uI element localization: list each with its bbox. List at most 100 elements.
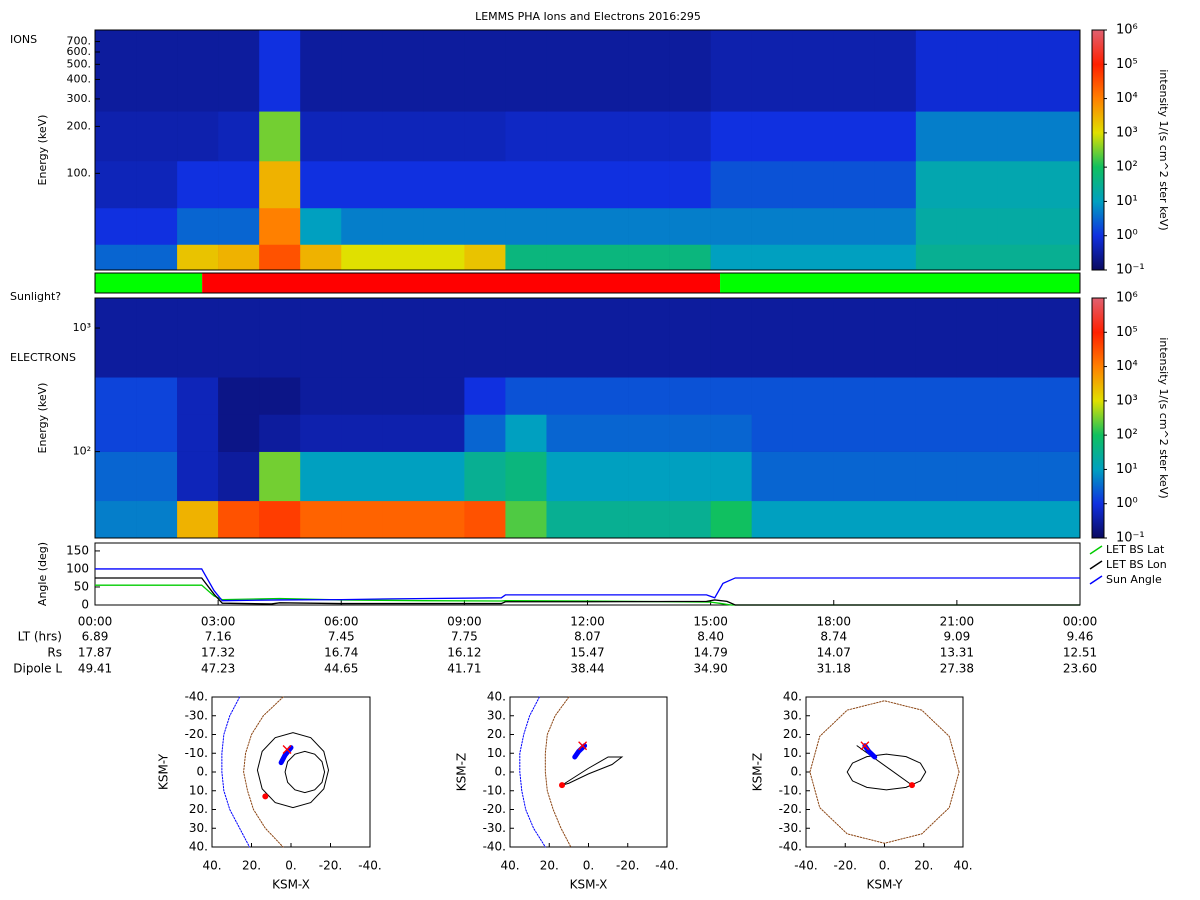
- y-tick-label: -30.: [483, 821, 506, 835]
- heat-cell: [751, 207, 794, 245]
- ephemeris-value: 27.38: [940, 662, 974, 676]
- x-tick-label: -40.: [655, 859, 678, 873]
- heat-cell: [1038, 160, 1081, 209]
- y-axis-label: KSM-Z: [455, 753, 469, 791]
- heat-cell: [874, 451, 917, 502]
- heat-cell: [177, 160, 219, 209]
- heat-cell: [546, 414, 588, 452]
- y-tick-label: -20.: [185, 727, 208, 741]
- heat-cell: [833, 414, 876, 452]
- heat-cell: [997, 377, 1040, 415]
- heat-cell: [956, 298, 999, 378]
- y-tick-label: 20.: [189, 802, 208, 816]
- heat-cell: [956, 451, 999, 502]
- heat-cell: [300, 377, 342, 415]
- y-axis-label: Energy (keV): [36, 115, 49, 186]
- plot-frame: [94, 542, 1081, 606]
- heat-cell: [464, 414, 506, 452]
- colorbar-tick-label: 10³: [1116, 125, 1138, 140]
- heat-cell: [915, 111, 958, 162]
- orbit-line: [856, 745, 913, 786]
- ephemeris-label: Dipole L: [13, 662, 62, 676]
- heat-cell: [669, 500, 711, 539]
- heat-cell: [300, 414, 342, 452]
- heat-cell: [95, 207, 137, 245]
- angle-line: [95, 577, 1080, 606]
- heat-cell: [792, 207, 835, 245]
- heat-cell: [833, 500, 876, 539]
- x-tick-label: 15:00: [693, 615, 728, 629]
- heat-cell: [341, 500, 383, 539]
- colorbar: [1091, 297, 1105, 539]
- heat-cell: [95, 298, 137, 378]
- ephemeris-value: 7.45: [328, 630, 355, 644]
- heat-cell: [300, 451, 342, 502]
- colorbar-tick-label: 10⁴: [1116, 91, 1138, 106]
- heat-cell: [341, 298, 383, 378]
- heat-cell: [218, 207, 260, 245]
- heat-cell: [997, 298, 1040, 378]
- heat-cell: [546, 207, 588, 245]
- heat-cell: [546, 377, 588, 415]
- heat-cell: [874, 207, 917, 245]
- ephemeris-value: 13.31: [940, 646, 974, 660]
- heat-cell: [710, 244, 752, 271]
- heat-cell: [874, 377, 917, 415]
- heat-cell: [751, 414, 794, 452]
- heat-cell: [136, 298, 178, 378]
- heat-cell: [341, 377, 383, 415]
- heat-cell: [669, 414, 711, 452]
- y-tick-label: -40.: [483, 840, 506, 854]
- heat-cell: [997, 30, 1040, 112]
- heat-cell: [1038, 244, 1081, 271]
- orbit-line: [256, 732, 330, 809]
- heat-cell: [136, 111, 178, 162]
- heat-cell: [874, 30, 917, 112]
- colorbar-tick-label: 10²: [1116, 428, 1138, 443]
- ephemeris-value: 15.47: [570, 646, 604, 660]
- y-tick-label: -30.: [185, 708, 208, 722]
- heat-cell: [587, 500, 629, 539]
- heat-cell: [300, 207, 342, 245]
- x-tick-label: 06:00: [324, 615, 359, 629]
- heat-cell: [300, 30, 342, 112]
- heat-cell: [95, 160, 137, 209]
- heat-cell: [259, 298, 301, 378]
- y-axis-label: KSM-Y: [157, 753, 171, 790]
- x-tick-label: 20.: [540, 859, 559, 873]
- y-tick-label: 20.: [783, 727, 802, 741]
- heat-cell: [669, 451, 711, 502]
- y-tick-label: 10³: [73, 321, 91, 334]
- heat-cell: [915, 298, 958, 378]
- heat-cell: [382, 160, 424, 209]
- heat-cell: [382, 298, 424, 378]
- y-tick-label: 0.: [495, 765, 506, 779]
- heat-cell: [423, 298, 465, 378]
- x-tick-label: -40.: [794, 859, 817, 873]
- ephemeris-value: 23.60: [1063, 662, 1097, 676]
- heat-cell: [874, 160, 917, 209]
- heat-cell: [997, 160, 1040, 209]
- heat-cell: [341, 30, 383, 112]
- x-tick-label: 03:00: [201, 615, 236, 629]
- heat-cell: [382, 111, 424, 162]
- heat-cell: [997, 451, 1040, 502]
- heat-cell: [1038, 500, 1081, 539]
- heat-cell: [915, 207, 958, 245]
- y-tick-label: 40.: [487, 690, 506, 704]
- heat-cell: [505, 414, 547, 452]
- ephemeris-value: 49.41: [78, 662, 112, 676]
- heat-cell: [300, 244, 342, 271]
- x-tick-label: 40.: [202, 859, 221, 873]
- colorbar-tick-label: 10⁰: [1116, 228, 1138, 243]
- heat-cell: [956, 244, 999, 271]
- orbit-line: [572, 743, 588, 760]
- x-axis-label: KSM-X: [570, 878, 608, 892]
- heat-cell: [177, 451, 219, 502]
- plot-frame: [94, 297, 1081, 539]
- heat-cell: [505, 30, 547, 112]
- heat-cell: [915, 377, 958, 415]
- heat-cell: [751, 30, 794, 112]
- colorbar-tick-label: 10⁶: [1116, 291, 1138, 306]
